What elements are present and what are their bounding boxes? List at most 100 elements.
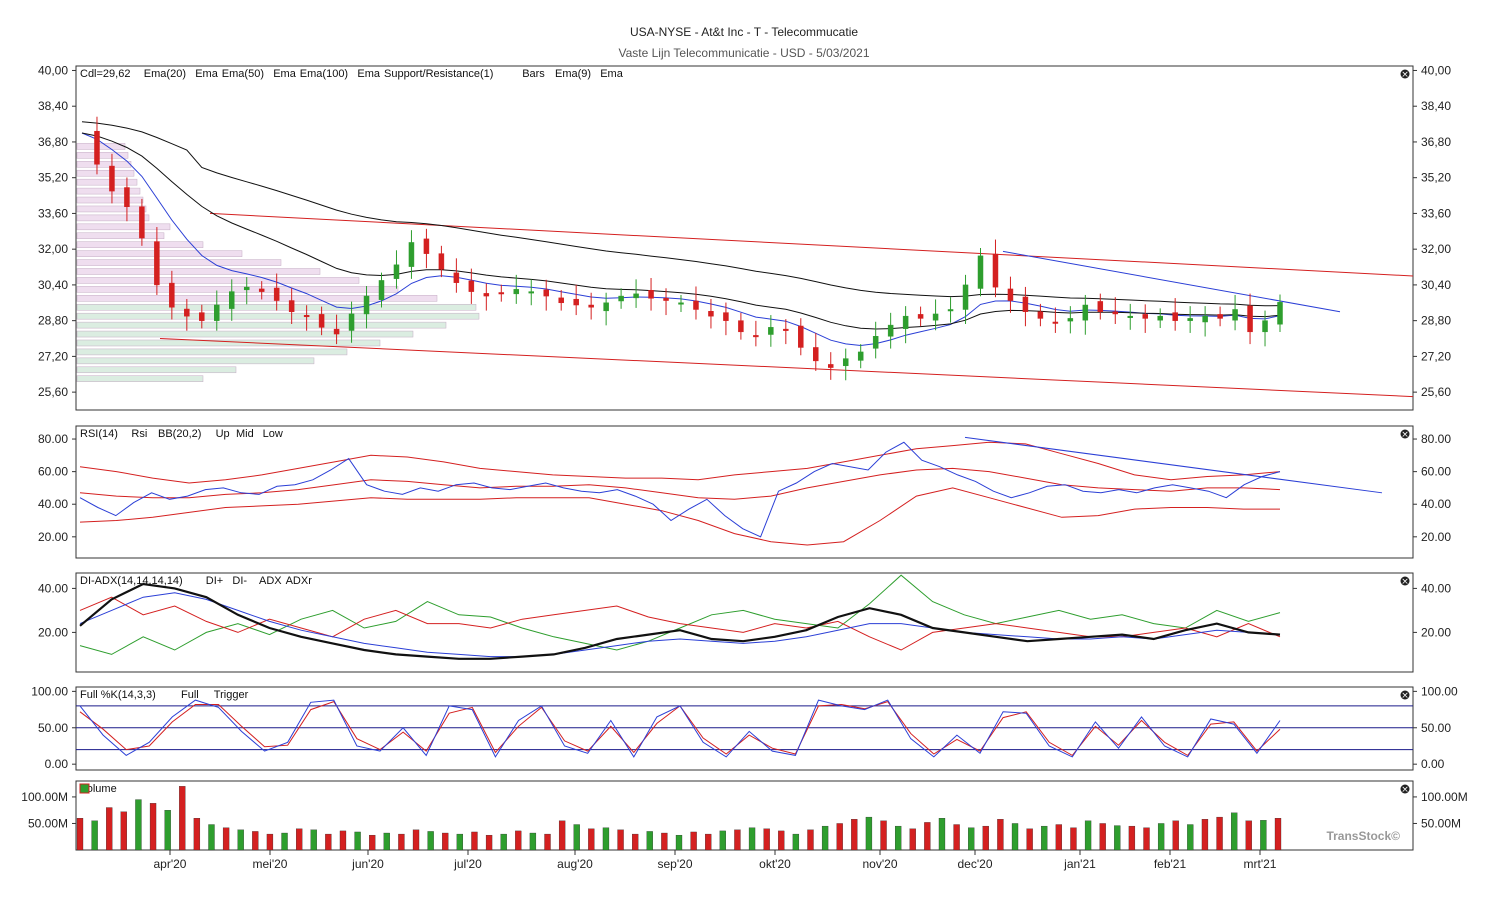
adx-legend-item: DI-ADX(14,14,14,14)	[80, 575, 183, 587]
candle-body	[1142, 314, 1148, 319]
candle-body	[977, 255, 984, 289]
month-label: okt'20	[759, 857, 791, 871]
price-tick-label-right: 33,60	[1421, 206, 1451, 220]
stoch-panel-frame	[75, 686, 1414, 771]
volume-bar	[354, 831, 361, 851]
volume-profile-bar	[76, 143, 126, 150]
candle-body	[513, 289, 520, 295]
candle-body	[393, 264, 400, 279]
candle-body	[94, 130, 100, 165]
volume-bar	[602, 827, 610, 851]
volume-profile-bar	[76, 357, 315, 365]
candle-body	[154, 241, 160, 286]
price-tick-label-right: 32,00	[1421, 242, 1451, 256]
close-icon	[1400, 69, 1410, 79]
support-resistance-line	[159, 338, 1414, 398]
adx-line	[79, 582, 1281, 660]
volume-bar	[1187, 824, 1194, 851]
candle-body	[139, 206, 145, 239]
volume-bar	[193, 818, 201, 851]
volume-bar	[237, 829, 244, 851]
volume-bar	[719, 830, 726, 851]
volume-profile-bar	[76, 295, 438, 302]
volume-bar	[106, 807, 113, 851]
candle-body	[318, 314, 325, 328]
price-tick-label-left: 38,40	[38, 99, 68, 113]
volume-bar	[369, 834, 376, 851]
price-tick-label-left: 30,40	[38, 278, 68, 292]
price-legend-item: Bars	[522, 68, 545, 80]
candle-body	[468, 280, 475, 292]
volume-profile-bar	[76, 214, 150, 222]
volume-bar	[690, 831, 697, 851]
candle-body	[333, 328, 340, 335]
month-label: jul'20	[453, 857, 482, 871]
candle-body	[543, 289, 549, 297]
volume-bar	[1274, 818, 1282, 851]
volume-profile-bar	[76, 205, 147, 213]
volume-bar	[894, 825, 902, 851]
volume-profile-bar	[76, 223, 171, 231]
volume-bar	[500, 833, 507, 851]
price-tick-label-right: 27,20	[1421, 349, 1451, 363]
volume-tick-label-left: 50.00M	[28, 816, 68, 830]
stoch-full-line	[79, 699, 1281, 758]
price-legend-item: Ema(20)	[144, 68, 186, 80]
candle-body	[1157, 315, 1163, 321]
price-tick-label-left: 32,00	[38, 242, 68, 256]
candle-body	[498, 292, 505, 295]
volume-profile-bar	[76, 286, 399, 293]
price-tick-label-right: 30,40	[1421, 278, 1451, 292]
candle-body	[1022, 296, 1029, 312]
volume-tick-label-left: 100.00M	[21, 790, 68, 804]
month-label: apr'20	[154, 857, 187, 871]
candle-body	[783, 328, 789, 331]
volume-bar	[544, 833, 551, 851]
volume-legend-swatch	[79, 783, 90, 794]
candle-body	[363, 295, 370, 315]
candle-body	[648, 290, 654, 299]
month-label: nov'20	[863, 857, 898, 871]
rsi-trend-line	[964, 436, 1383, 494]
candle-body	[678, 302, 684, 305]
candle-body	[214, 304, 220, 321]
volume-bar	[1157, 823, 1165, 851]
close-icon-glyph: ×	[1401, 691, 1409, 701]
di-minus-line	[79, 596, 1281, 651]
volume-bar	[705, 833, 712, 851]
volume-bar	[135, 799, 142, 851]
candle-body	[453, 272, 460, 283]
candle-body	[378, 280, 385, 300]
price-legend-item: Ema(9)	[555, 68, 591, 80]
volume-bar	[909, 828, 916, 851]
candle-body	[184, 308, 190, 317]
month-label: mrt'21	[1244, 857, 1277, 871]
candle-body	[1007, 288, 1014, 301]
candle-body	[962, 284, 969, 310]
close-icon-glyph: ×	[1401, 70, 1409, 80]
candle-body	[768, 327, 774, 335]
rsi-bb-up-line	[79, 441, 1281, 484]
volume-bar	[485, 834, 493, 851]
adx-tick-label-right: 20.00	[1421, 625, 1451, 639]
volume-bar	[427, 831, 434, 851]
stoch-tick-label-right: 0.00	[1421, 757, 1445, 771]
stoch-tick-label-left: 0.00	[45, 757, 69, 771]
candle-body	[693, 300, 699, 310]
volume-bar	[1128, 825, 1136, 851]
close-icon-glyph: ×	[1401, 785, 1409, 795]
candle-body	[723, 312, 729, 321]
candle-body	[273, 287, 280, 301]
rsi-tick-label-left: 20.00	[38, 530, 68, 544]
price-legend-item: Cdl=29,62	[80, 68, 130, 80]
close-icon	[1400, 784, 1410, 794]
volume-bar	[1011, 823, 1019, 851]
candle-body	[438, 253, 445, 270]
volume-profile-bar	[76, 348, 348, 356]
candle-body	[842, 358, 849, 367]
candle-body	[1097, 301, 1104, 312]
rsi-tick-label-right: 60.00	[1421, 465, 1451, 479]
adx-legend-item: ADXr	[286, 575, 313, 587]
volume-bar	[179, 786, 186, 851]
volume-bar	[266, 833, 274, 851]
